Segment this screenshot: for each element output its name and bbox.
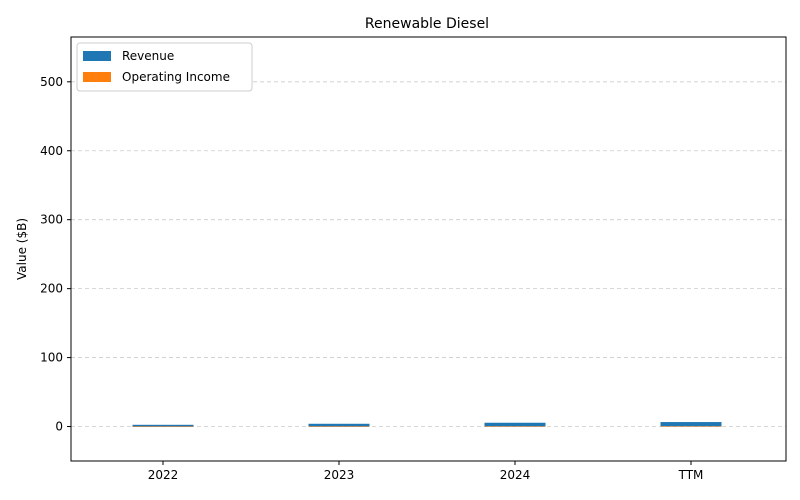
x-tick-label: TTM: [678, 468, 704, 482]
y-tick-label: 0: [55, 420, 63, 434]
chart-title: Renewable Diesel: [365, 16, 489, 32]
bar-operating-income: [132, 426, 194, 427]
x-tick-label: 2023: [324, 468, 355, 482]
bar-operating-income: [308, 426, 370, 427]
x-tick-label: 2024: [500, 468, 531, 482]
grid-lines: [71, 81, 786, 427]
x-tick-label: 2022: [148, 468, 179, 482]
y-tick-label: 500: [40, 75, 63, 89]
bar-revenue: [132, 424, 194, 427]
bar-operating-income: [660, 426, 722, 427]
y-tick-label: 400: [40, 144, 63, 158]
y-tick-label: 100: [40, 351, 63, 365]
bar-operating-income: [484, 426, 546, 427]
y-tick-label: 300: [40, 213, 63, 227]
y-tick-label: 200: [40, 282, 63, 296]
plot-frame: [70, 36, 787, 462]
legend-swatch: [83, 51, 111, 61]
bar-revenue: [308, 423, 370, 427]
bar-revenue: [660, 422, 722, 427]
y-axis-label: Value ($B): [15, 218, 29, 280]
y-axis: 0 100 200 300 400 500: [40, 75, 71, 434]
legend-label: Revenue: [122, 49, 174, 63]
bars: [132, 422, 722, 427]
legend-swatch: [83, 72, 111, 82]
bar-revenue: [484, 422, 546, 427]
x-axis: 2022 2023 2024 TTM: [148, 461, 704, 482]
legend-label: Operating Income: [122, 70, 230, 84]
legend-box: [76, 42, 253, 92]
legend: Revenue Operating Income: [76, 42, 253, 92]
